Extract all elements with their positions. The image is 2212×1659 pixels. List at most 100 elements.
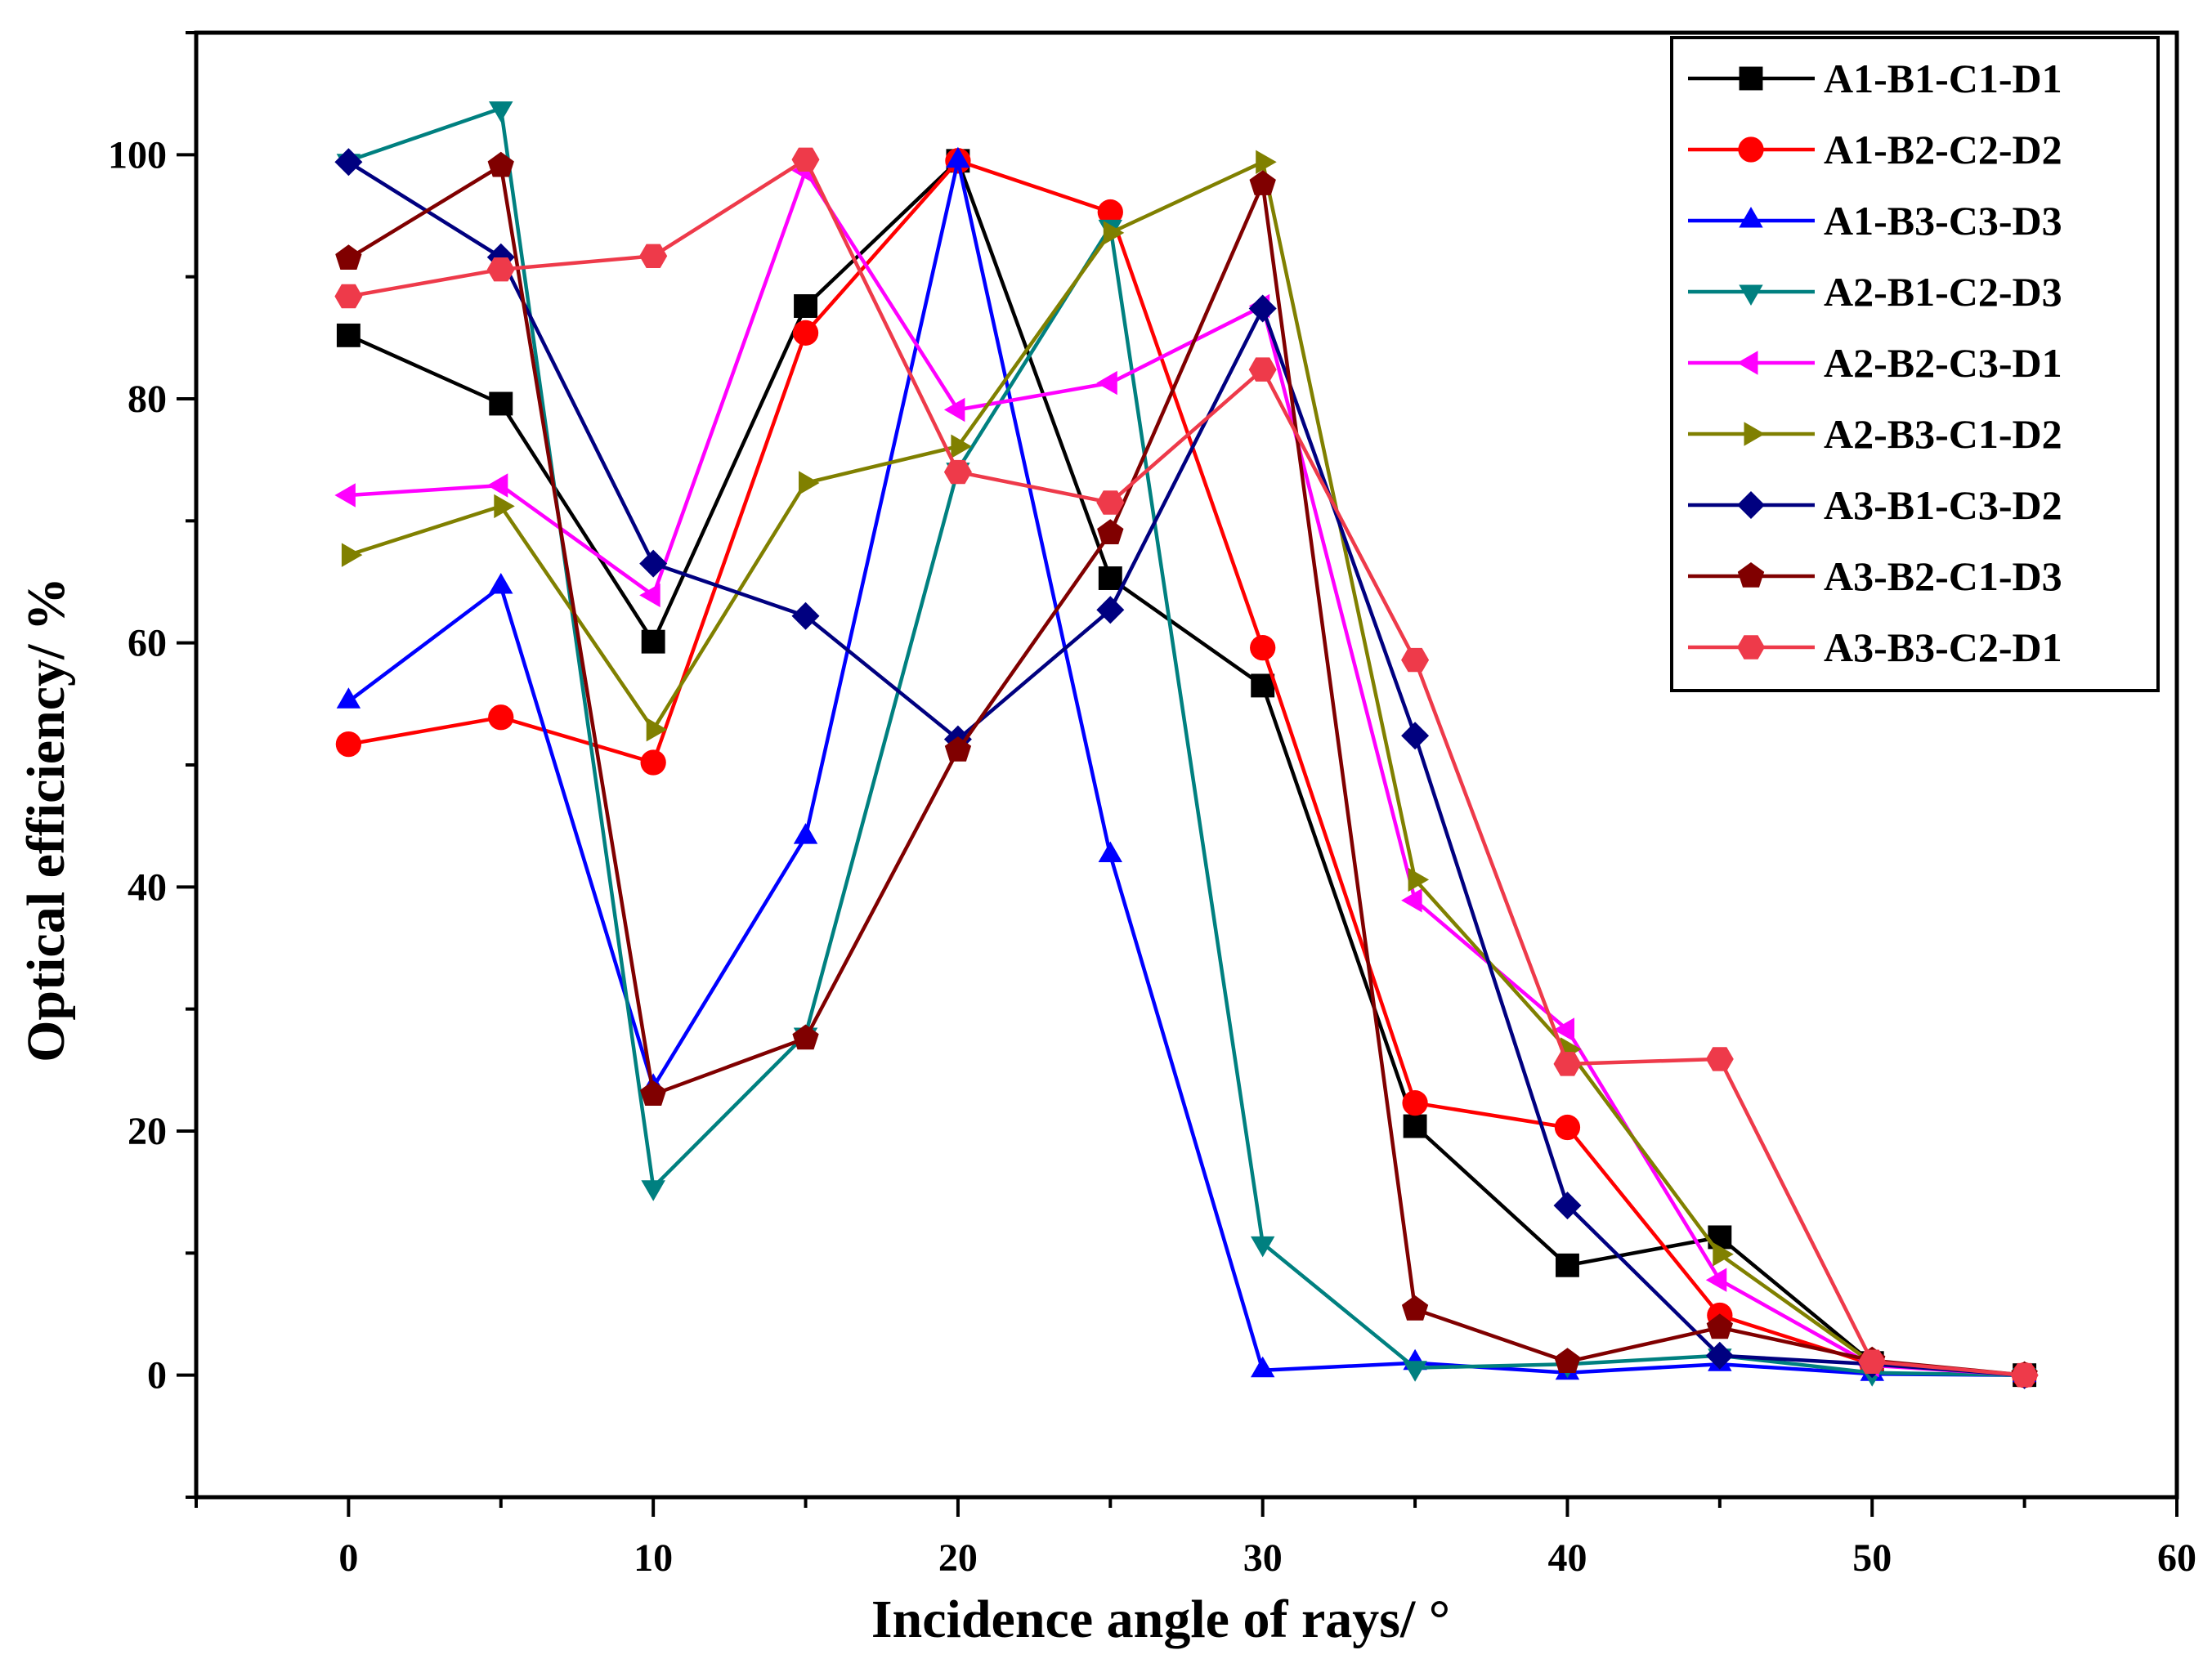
data-point-a1-b2-c2-d2-10 <box>640 749 666 776</box>
data-point-a3-b2-c1-d3-10 <box>640 1080 667 1106</box>
series-a3-b3-c2-d1 <box>334 147 2039 1388</box>
data-point-a2-b3-c1-d2-25 <box>1103 221 1125 245</box>
data-point-a3-b3-c2-d1-20 <box>943 459 972 485</box>
data-point-a3-b2-c1-d3-15 <box>792 1024 819 1050</box>
series-line-a1-b2-c2-d2 <box>348 159 2025 1377</box>
data-point-a3-b1-c3-d2-10 <box>639 549 668 578</box>
data-point-a1-b2-c2-d2-0 <box>335 731 362 758</box>
data-point-a2-b2-c3-d1-25 <box>1096 370 1117 396</box>
y-tick-label: 40 <box>128 865 167 909</box>
y-tick-label: 60 <box>128 622 167 665</box>
legend-item-a3-b3-c2-d1: A3-B3-C2-D1 <box>1688 624 2062 670</box>
data-point-a1-b1-c1-d1-0 <box>336 323 360 347</box>
data-point-a2-b3-c1-d2-10 <box>646 718 668 742</box>
data-point-a2-b3-c1-d2-20 <box>951 434 972 458</box>
y-tick-label: 100 <box>108 133 167 177</box>
x-tick-label: 60 <box>2157 1536 2196 1580</box>
data-point-a3-b3-c2-d1-10 <box>639 244 668 268</box>
data-point-a2-b3-c1-d2-45 <box>1713 1242 1734 1267</box>
data-point-a3-b1-c3-d2-15 <box>791 601 820 630</box>
legend-swatch-marker <box>1739 66 1763 91</box>
legend-swatch-marker <box>1737 351 1758 375</box>
legend-label: A3-B3-C2-D1 <box>1824 624 2062 670</box>
data-point-a1-b3-c3-d3-30 <box>1251 1356 1275 1378</box>
data-point-a2-b2-c3-d1-5 <box>486 473 508 498</box>
data-point-a1-b3-c3-d3-5 <box>489 573 513 594</box>
data-point-a3-b1-c3-d2-35 <box>1401 722 1430 750</box>
data-point-a1-b3-c3-d3-25 <box>1098 841 1122 862</box>
legend-label: A1-B3-C3-D3 <box>1824 198 2062 244</box>
data-point-a1-b2-c2-d2-25 <box>1097 199 1123 226</box>
legend-item-a2-b1-c2-d3: A2-B1-C2-D3 <box>1688 269 2062 315</box>
data-point-a1-b2-c2-d2-35 <box>1402 1090 1428 1116</box>
data-point-a3-b3-c2-d1-45 <box>1705 1047 1734 1071</box>
data-point-a1-b1-c1-d1-35 <box>1403 1114 1427 1138</box>
data-point-a1-b2-c2-d2-15 <box>792 320 819 346</box>
y-tick-label: 0 <box>147 1354 167 1397</box>
legend-label: A1-B2-C2-D2 <box>1824 127 2062 172</box>
data-point-a2-b1-c2-d3-5 <box>489 101 513 123</box>
legend-swatch-marker <box>1744 422 1765 446</box>
legend-item-a3-b2-c1-d3: A3-B2-C1-D3 <box>1688 553 2062 599</box>
data-point-a3-b3-c2-d1-35 <box>1401 647 1430 673</box>
legend-swatch-marker <box>1737 635 1765 660</box>
legend-label: A2-B2-C3-D1 <box>1824 340 2062 386</box>
x-tick-label: 0 <box>338 1536 358 1580</box>
legend-label: A3-B2-C1-D3 <box>1824 553 2062 599</box>
series-line-a3-b2-c1-d3 <box>347 163 2025 1377</box>
data-point-a2-b1-c2-d3-30 <box>1251 1236 1275 1258</box>
data-point-a1-b2-c2-d2-40 <box>1554 1114 1581 1141</box>
data-point-a3-b3-c2-d1-25 <box>1096 490 1125 515</box>
data-point-a2-b3-c1-d2-15 <box>799 471 820 495</box>
data-point-a1-b2-c2-d2-5 <box>488 704 514 731</box>
data-point-a3-b2-c1-d3-45 <box>1706 1313 1733 1339</box>
data-point-a2-b3-c1-d2-0 <box>341 543 363 567</box>
legend-label: A2-B3-C1-D2 <box>1824 411 2062 457</box>
y-tick-label: 20 <box>128 1110 167 1153</box>
series-line-a1-b1-c1-d1 <box>347 159 2025 1377</box>
series-line-a2-b2-c3-d1 <box>348 168 2025 1377</box>
data-point-a3-b3-c2-d1-50 <box>1858 1349 1887 1374</box>
data-point-a2-b3-c1-d2-30 <box>1256 150 1277 174</box>
data-point-a2-b1-c2-d3-35 <box>1403 1361 1427 1382</box>
data-point-a1-b1-c1-d1-30 <box>1251 673 1275 698</box>
y-tick-label: 80 <box>128 378 167 421</box>
legend-swatch-marker <box>1738 136 1764 163</box>
series-line-a3-b3-c2-d1 <box>348 158 2025 1377</box>
series-a3-b2-c1-d3 <box>335 151 2038 1387</box>
data-point-a2-b2-c3-d1-35 <box>1401 888 1422 913</box>
data-point-a1-b2-c2-d2-30 <box>1250 635 1276 661</box>
data-point-a1-b1-c1-d1-5 <box>489 391 513 416</box>
x-tick-label: 20 <box>938 1536 978 1580</box>
x-tick-label: 10 <box>634 1536 673 1580</box>
data-point-a3-b2-c1-d3-30 <box>1249 170 1276 195</box>
legend-item-a1-b1-c1-d1: A1-B1-C1-D1 <box>1688 56 2062 101</box>
series-line-a3-b1-c3-d2 <box>347 160 2025 1377</box>
data-point-a1-b3-c3-d3-15 <box>793 823 818 844</box>
data-point-a3-b1-c3-d2-25 <box>1096 596 1125 624</box>
data-point-a2-b3-c1-d2-35 <box>1408 867 1430 892</box>
data-point-a3-b2-c1-d3-35 <box>1401 1295 1429 1321</box>
x-tick-label: 40 <box>1547 1536 1587 1580</box>
legend-item-a1-b3-c3-d3: A1-B3-C3-D3 <box>1688 198 2062 244</box>
legend-label: A3-B1-C3-D2 <box>1824 482 2062 528</box>
legend-swatch-marker <box>1737 491 1765 519</box>
legend-swatch-marker <box>1739 284 1763 306</box>
x-tick-label: 50 <box>1852 1536 1892 1580</box>
data-point-a1-b1-c1-d1-10 <box>641 629 665 654</box>
data-point-a1-b3-c3-d3-20 <box>946 146 970 168</box>
data-point-a3-b1-c3-d2-40 <box>1553 1192 1582 1220</box>
data-point-a3-b1-c3-d2-0 <box>334 148 363 177</box>
data-point-a2-b2-c3-d1-45 <box>1705 1268 1727 1292</box>
legend-label: A1-B1-C1-D1 <box>1824 56 2062 101</box>
legend-swatch-marker <box>1739 207 1763 228</box>
y-axis-title: Optical efficiency/ % <box>16 577 76 1062</box>
data-point-a2-b2-c3-d1-0 <box>334 483 356 508</box>
data-point-a3-b2-c1-d3-25 <box>1097 519 1124 544</box>
data-point-a3-b2-c1-d3-40 <box>1554 1348 1581 1373</box>
data-point-a3-b2-c1-d3-0 <box>335 244 362 270</box>
data-point-a3-b1-c3-d2-45 <box>1705 1341 1734 1370</box>
data-point-a2-b2-c3-d1-10 <box>639 583 660 608</box>
data-point-a3-b2-c1-d3-5 <box>487 151 514 177</box>
